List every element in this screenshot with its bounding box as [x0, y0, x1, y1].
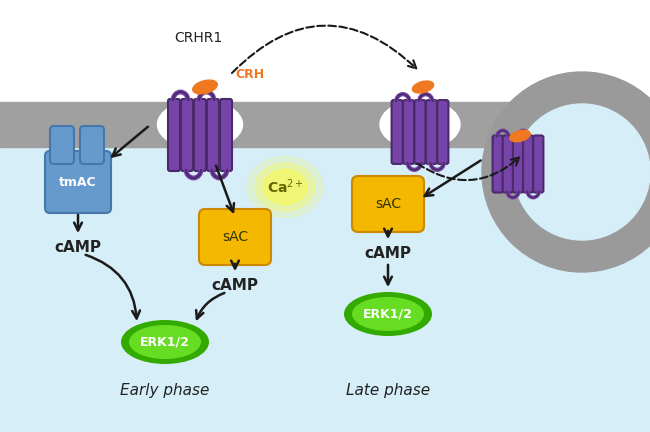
FancyBboxPatch shape: [181, 99, 193, 171]
Ellipse shape: [255, 163, 315, 211]
FancyBboxPatch shape: [168, 99, 180, 171]
FancyBboxPatch shape: [207, 99, 219, 171]
Ellipse shape: [121, 320, 209, 364]
FancyBboxPatch shape: [502, 136, 513, 193]
Bar: [0, 102, 650, 147]
Ellipse shape: [344, 292, 432, 336]
Ellipse shape: [412, 81, 434, 93]
FancyBboxPatch shape: [391, 100, 402, 164]
FancyBboxPatch shape: [493, 136, 503, 193]
Text: sAC: sAC: [375, 197, 401, 211]
Ellipse shape: [247, 157, 323, 217]
FancyBboxPatch shape: [513, 136, 523, 193]
FancyBboxPatch shape: [50, 126, 74, 164]
Circle shape: [514, 104, 650, 240]
Ellipse shape: [380, 100, 460, 149]
Text: Early phase: Early phase: [120, 382, 210, 397]
FancyBboxPatch shape: [437, 100, 448, 164]
Text: tmAC: tmAC: [59, 175, 97, 188]
Ellipse shape: [263, 169, 307, 205]
FancyBboxPatch shape: [415, 100, 426, 164]
Text: CRH: CRH: [235, 69, 264, 82]
Ellipse shape: [157, 100, 242, 149]
FancyBboxPatch shape: [352, 176, 424, 232]
Text: cAMP: cAMP: [365, 247, 411, 261]
FancyBboxPatch shape: [80, 126, 104, 164]
FancyBboxPatch shape: [194, 99, 206, 171]
Bar: [0, 0, 650, 122]
Ellipse shape: [352, 297, 424, 331]
FancyBboxPatch shape: [220, 99, 232, 171]
Ellipse shape: [510, 130, 530, 142]
Bar: [0, 122, 650, 432]
FancyBboxPatch shape: [403, 100, 414, 164]
Text: ERK1/2: ERK1/2: [140, 336, 190, 349]
FancyBboxPatch shape: [45, 151, 111, 213]
Text: Ca$^{2+}$: Ca$^{2+}$: [266, 178, 304, 196]
FancyBboxPatch shape: [523, 136, 533, 193]
Text: cAMP: cAMP: [55, 239, 101, 254]
Text: ERK1/2: ERK1/2: [363, 308, 413, 321]
Text: CRHR1: CRHR1: [174, 31, 222, 45]
Text: cAMP: cAMP: [211, 277, 259, 292]
Ellipse shape: [192, 80, 217, 94]
Text: sAC: sAC: [222, 230, 248, 244]
Ellipse shape: [129, 325, 201, 359]
Circle shape: [482, 72, 650, 272]
FancyBboxPatch shape: [533, 136, 543, 193]
FancyBboxPatch shape: [199, 209, 271, 265]
FancyBboxPatch shape: [426, 100, 437, 164]
Text: Late phase: Late phase: [346, 382, 430, 397]
